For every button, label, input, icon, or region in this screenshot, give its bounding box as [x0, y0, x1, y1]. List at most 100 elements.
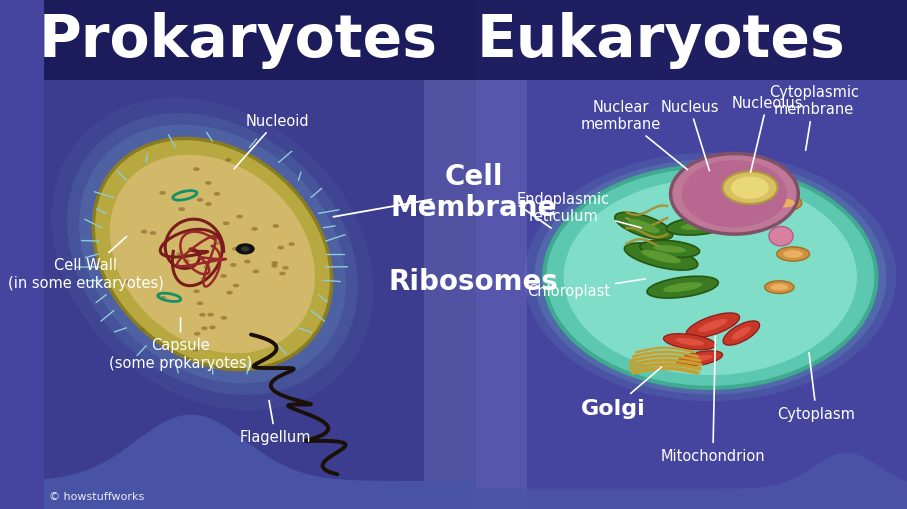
- Circle shape: [201, 277, 208, 281]
- Circle shape: [197, 199, 203, 202]
- Ellipse shape: [776, 247, 810, 262]
- Circle shape: [225, 159, 231, 162]
- Ellipse shape: [647, 277, 718, 298]
- Circle shape: [271, 262, 278, 265]
- FancyBboxPatch shape: [475, 0, 907, 80]
- Ellipse shape: [534, 160, 886, 395]
- Ellipse shape: [52, 99, 374, 410]
- Text: Eukaryotes: Eukaryotes: [477, 12, 845, 69]
- Circle shape: [194, 332, 200, 336]
- Ellipse shape: [784, 250, 803, 259]
- Ellipse shape: [771, 284, 788, 291]
- Ellipse shape: [676, 338, 704, 346]
- Ellipse shape: [640, 241, 699, 258]
- Ellipse shape: [670, 154, 798, 235]
- Circle shape: [192, 348, 199, 352]
- Circle shape: [220, 316, 227, 320]
- Ellipse shape: [664, 334, 716, 350]
- Text: Cytoplasmic
membrane: Cytoplasmic membrane: [769, 84, 859, 151]
- Circle shape: [141, 230, 147, 234]
- Ellipse shape: [667, 217, 730, 236]
- Circle shape: [205, 203, 212, 207]
- Circle shape: [193, 168, 200, 172]
- Text: Golgi: Golgi: [581, 367, 661, 418]
- Circle shape: [160, 191, 166, 195]
- Ellipse shape: [524, 153, 896, 402]
- Ellipse shape: [544, 167, 876, 388]
- Circle shape: [731, 177, 769, 200]
- Text: Mitochondrion: Mitochondrion: [660, 336, 766, 463]
- Circle shape: [183, 260, 190, 264]
- Circle shape: [282, 266, 288, 270]
- Ellipse shape: [110, 155, 315, 354]
- Ellipse shape: [93, 139, 332, 370]
- Text: Nucleoid: Nucleoid: [234, 114, 309, 169]
- Ellipse shape: [67, 114, 358, 395]
- Circle shape: [279, 272, 286, 276]
- Circle shape: [232, 247, 239, 251]
- Circle shape: [205, 182, 211, 185]
- Ellipse shape: [765, 281, 794, 294]
- Circle shape: [251, 228, 258, 232]
- Ellipse shape: [680, 222, 716, 231]
- Ellipse shape: [682, 161, 787, 228]
- Ellipse shape: [698, 319, 727, 332]
- Circle shape: [139, 328, 145, 332]
- Ellipse shape: [615, 213, 673, 240]
- Circle shape: [227, 291, 233, 295]
- Text: Cell Wall
(in some eukaryotes): Cell Wall (in some eukaryotes): [7, 237, 163, 290]
- Ellipse shape: [563, 180, 857, 376]
- Ellipse shape: [767, 195, 802, 212]
- Text: Chloroplast: Chloroplast: [527, 279, 646, 299]
- Circle shape: [210, 326, 216, 330]
- Ellipse shape: [732, 327, 751, 340]
- Text: Prokaryotes: Prokaryotes: [39, 12, 438, 69]
- Circle shape: [288, 243, 295, 246]
- Circle shape: [177, 252, 183, 257]
- Polygon shape: [424, 80, 527, 509]
- Text: Ribosomes: Ribosomes: [389, 267, 559, 295]
- Text: Cytoplasm: Cytoplasm: [777, 353, 855, 421]
- FancyBboxPatch shape: [475, 80, 907, 509]
- Ellipse shape: [624, 243, 697, 271]
- Circle shape: [233, 284, 239, 288]
- Circle shape: [210, 236, 217, 239]
- Ellipse shape: [79, 125, 346, 384]
- Ellipse shape: [775, 199, 795, 208]
- Ellipse shape: [629, 219, 659, 234]
- FancyBboxPatch shape: [44, 0, 475, 80]
- Text: Nucleolus: Nucleolus: [731, 95, 803, 173]
- Circle shape: [123, 280, 131, 284]
- Circle shape: [271, 264, 278, 268]
- Ellipse shape: [678, 351, 723, 366]
- Circle shape: [204, 266, 210, 269]
- Text: Nuclear
membrane: Nuclear membrane: [580, 100, 688, 171]
- Circle shape: [193, 290, 200, 294]
- Circle shape: [213, 242, 219, 246]
- Circle shape: [230, 264, 237, 267]
- Circle shape: [150, 232, 156, 236]
- FancyBboxPatch shape: [44, 80, 475, 509]
- Circle shape: [200, 313, 206, 317]
- Circle shape: [253, 270, 259, 274]
- Circle shape: [223, 222, 229, 226]
- Circle shape: [237, 215, 243, 219]
- Text: Flagellum: Flagellum: [239, 401, 311, 444]
- Text: Capsule
(some prokaryotes): Capsule (some prokaryotes): [109, 318, 252, 370]
- Circle shape: [160, 296, 166, 300]
- Text: © howstuffworks: © howstuffworks: [48, 491, 144, 501]
- Circle shape: [236, 244, 255, 255]
- Circle shape: [201, 327, 208, 331]
- Text: Cell
Membrane: Cell Membrane: [391, 163, 557, 222]
- Ellipse shape: [653, 246, 686, 253]
- Ellipse shape: [663, 282, 702, 293]
- Circle shape: [241, 247, 249, 252]
- Circle shape: [244, 260, 250, 264]
- Circle shape: [220, 274, 227, 278]
- Ellipse shape: [688, 355, 712, 362]
- Ellipse shape: [769, 227, 793, 246]
- Ellipse shape: [723, 321, 759, 346]
- Circle shape: [722, 172, 777, 205]
- Text: Nucleus: Nucleus: [660, 99, 719, 172]
- Circle shape: [208, 313, 214, 317]
